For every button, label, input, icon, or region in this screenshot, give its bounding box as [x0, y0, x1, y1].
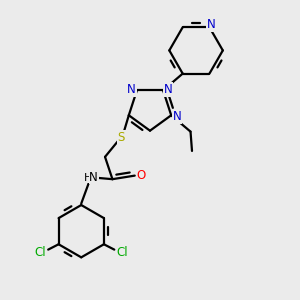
Text: N: N: [127, 83, 136, 96]
Text: N: N: [207, 18, 215, 32]
Text: N: N: [89, 171, 98, 184]
Text: N: N: [173, 110, 182, 123]
Text: Cl: Cl: [116, 246, 128, 259]
Text: Cl: Cl: [34, 246, 46, 259]
Text: N: N: [164, 83, 173, 96]
Text: S: S: [118, 131, 125, 144]
Text: H: H: [84, 173, 92, 183]
Text: O: O: [137, 169, 146, 182]
